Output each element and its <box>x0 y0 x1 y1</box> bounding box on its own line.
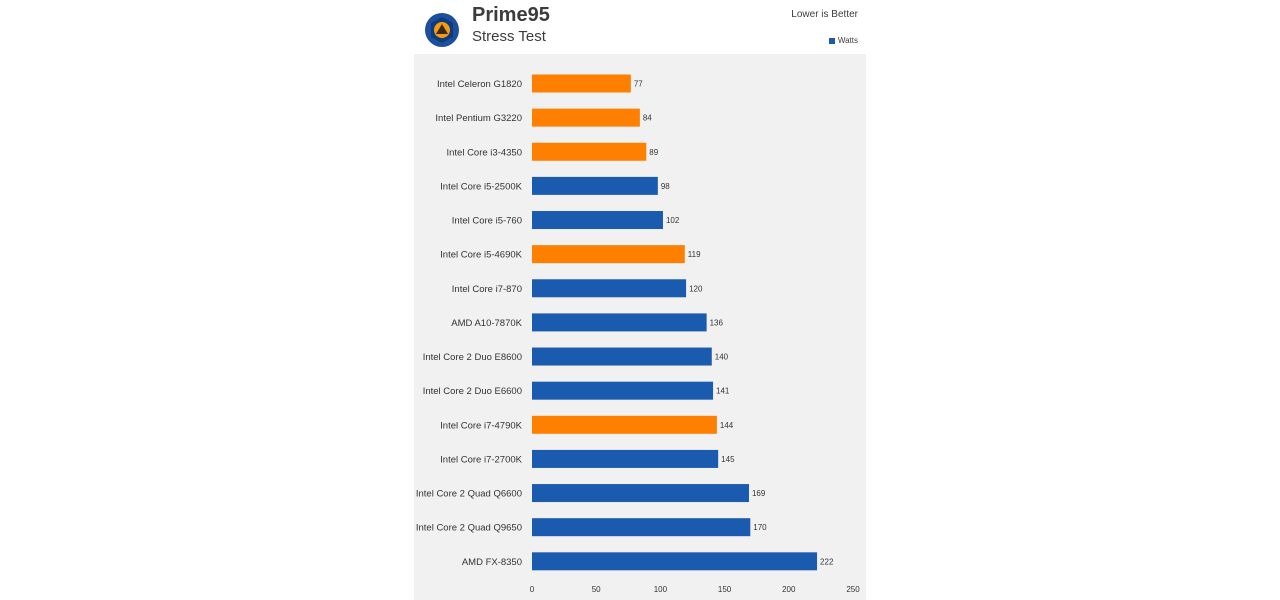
bar <box>532 176 658 195</box>
bar <box>532 552 818 571</box>
value-label: 169 <box>752 489 766 498</box>
bar <box>532 108 640 127</box>
lower-is-better-note: Lower is Better <box>791 9 858 20</box>
category-label: Intel Core i5-4690K <box>440 250 523 261</box>
bar <box>532 415 717 434</box>
value-label: 141 <box>716 387 730 396</box>
x-tick-label: 250 <box>846 585 860 594</box>
x-tick-label: 50 <box>592 585 601 594</box>
category-label: Intel Pentium G3220 <box>435 113 522 124</box>
bar <box>532 142 647 161</box>
bar <box>532 211 663 230</box>
chart-panel: Prime95 Stress Test Lower is Better Watt… <box>414 0 866 600</box>
value-label: 98 <box>661 182 670 191</box>
value-label: 77 <box>634 80 643 89</box>
value-label: 102 <box>666 216 680 225</box>
chart-subtitle: Stress Test <box>472 28 546 45</box>
category-label: Intel Core 2 Duo E8600 <box>423 352 522 363</box>
prime95-logo-icon <box>424 12 460 48</box>
value-label: 120 <box>689 284 703 293</box>
chart-title: Prime95 <box>472 4 550 26</box>
chart-legend: Watts <box>828 36 858 45</box>
value-label: 119 <box>688 250 701 259</box>
value-label: 89 <box>649 148 658 157</box>
bar <box>532 245 685 264</box>
category-label: AMD FX-8350 <box>462 557 522 568</box>
value-label: 145 <box>721 455 735 464</box>
category-label: Intel Core 2 Quad Q9650 <box>416 523 522 534</box>
value-label: 222 <box>820 557 834 566</box>
x-tick-label: 100 <box>654 585 668 594</box>
value-label: 140 <box>715 353 729 362</box>
category-label: Intel Core i7-4790K <box>440 420 523 431</box>
value-label: 84 <box>643 114 652 123</box>
value-label: 170 <box>753 523 767 532</box>
bar <box>532 347 712 366</box>
category-label: Intel Core 2 Quad Q6600 <box>416 489 522 500</box>
x-tick-label: 150 <box>718 585 732 594</box>
bar <box>532 484 749 503</box>
category-label: Intel Core i7-2700K <box>440 454 523 465</box>
bar <box>532 313 707 332</box>
legend-label: Watts <box>837 36 858 45</box>
category-label: Intel Celeron G1820 <box>437 79 522 90</box>
bar <box>532 381 714 400</box>
bar-chart-plot: Intel Celeron G1820 77 Intel Pentium G3220… <box>416 74 860 594</box>
value-label: 136 <box>710 318 724 327</box>
category-label: Intel Core 2 Duo E6600 <box>423 386 522 397</box>
category-label: AMD A10-7870K <box>451 318 522 329</box>
category-label: Intel Core i5-760 <box>452 216 522 227</box>
bar <box>532 74 631 93</box>
category-label: Intel Core i7-870 <box>452 284 522 295</box>
bar <box>532 518 751 537</box>
bar <box>532 279 687 298</box>
x-tick-label: 0 <box>530 585 535 594</box>
chart-header: Prime95 Stress Test Lower is Better Watt… <box>414 0 866 54</box>
category-label: Intel Core i5-2500K <box>440 181 523 192</box>
x-tick-label: 200 <box>782 585 796 594</box>
bar <box>532 449 719 468</box>
value-label: 144 <box>720 421 734 430</box>
category-label: Intel Core i3-4350 <box>446 147 522 158</box>
legend-swatch <box>828 37 835 44</box>
